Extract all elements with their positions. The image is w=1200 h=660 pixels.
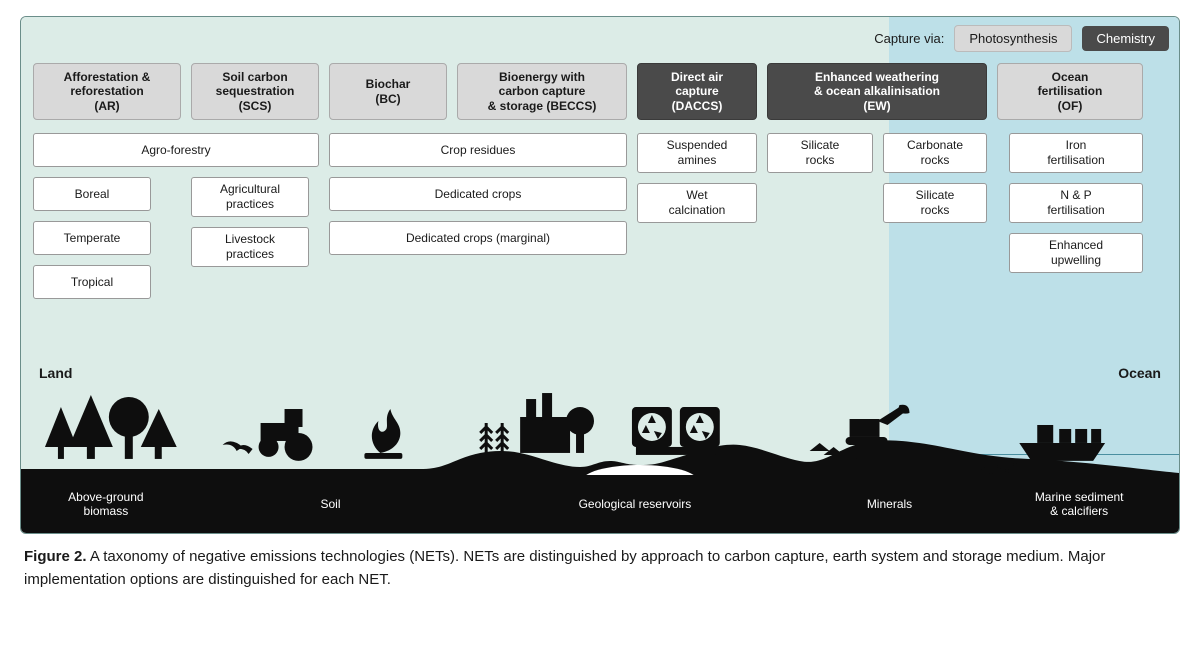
trees-icon xyxy=(45,395,177,459)
storage-strip: Above-ground biomassSoilGeological reser… xyxy=(21,475,1179,533)
option-box: Boreal xyxy=(33,177,151,211)
option-box: Dedicated crops (marginal) xyxy=(329,221,627,255)
category-of: Ocean fertilisation (OF) xyxy=(997,63,1143,120)
option-box: Enhanced upwelling xyxy=(1009,233,1143,273)
option-box: Wet calcination xyxy=(637,183,757,223)
option-box: Silicate rocks xyxy=(767,133,873,173)
category-ar: Afforestation & reforestation (AR) xyxy=(33,63,181,120)
option-box: Agricultural practices xyxy=(191,177,309,217)
option-box: Tropical xyxy=(33,265,151,299)
option-box: N & P fertilisation xyxy=(1009,183,1143,223)
category-scs: Soil carbon sequestration (SCS) xyxy=(191,63,319,120)
category-ew: Enhanced weathering & ocean alkalinisati… xyxy=(767,63,987,120)
ocean-label: Ocean xyxy=(1118,365,1161,381)
category-bc: Biochar (BC) xyxy=(329,63,447,120)
dac-fans-icon xyxy=(632,407,720,455)
category-daccs: Direct air capture (DACCS) xyxy=(637,63,757,120)
option-box: Suspended amines xyxy=(637,133,757,173)
legend-chemistry: Chemistry xyxy=(1082,26,1169,51)
legend: Capture via: Photosynthesis Chemistry xyxy=(874,25,1169,52)
option-box: Iron fertilisation xyxy=(1009,133,1143,173)
option-box: Agro-forestry xyxy=(33,133,319,167)
figure-caption: Figure 2. A taxonomy of negative emissio… xyxy=(20,544,1180,591)
option-box: Silicate rocks xyxy=(883,183,987,223)
option-box: Livestock practices xyxy=(191,227,309,267)
option-box: Temperate xyxy=(33,221,151,255)
fire-icon xyxy=(364,409,402,459)
beccs-icon xyxy=(480,393,594,453)
legend-photosynthesis: Photosynthesis xyxy=(954,25,1072,52)
storage-label: Geological reservoirs xyxy=(470,497,799,511)
option-box: Carbonate rocks xyxy=(883,133,987,173)
legend-label: Capture via: xyxy=(874,31,944,46)
category-row: Afforestation & reforestation (AR)Soil c… xyxy=(21,63,1179,120)
option-box: Dedicated crops xyxy=(329,177,627,211)
silhouette-icons xyxy=(21,359,1179,479)
tractor-icon xyxy=(223,409,313,461)
options-area: Agro-forestry Boreal Temperate Tropical Agri… xyxy=(33,133,1167,363)
land-label: Land xyxy=(39,365,72,381)
excavator-icon xyxy=(810,405,910,459)
option-box: Crop residues xyxy=(329,133,627,167)
storage-label: Soil xyxy=(191,497,471,511)
storage-label: Marine sediment & calcifiers xyxy=(979,490,1179,519)
storage-label: Above-ground biomass xyxy=(21,490,191,519)
ship-icon xyxy=(973,425,1105,479)
storage-label: Minerals xyxy=(800,497,980,511)
category-beccs: Bioenergy with carbon capture & storage … xyxy=(457,63,627,120)
diagram-panel: Capture via: Photosynthesis Chemistry Te… xyxy=(20,16,1180,534)
